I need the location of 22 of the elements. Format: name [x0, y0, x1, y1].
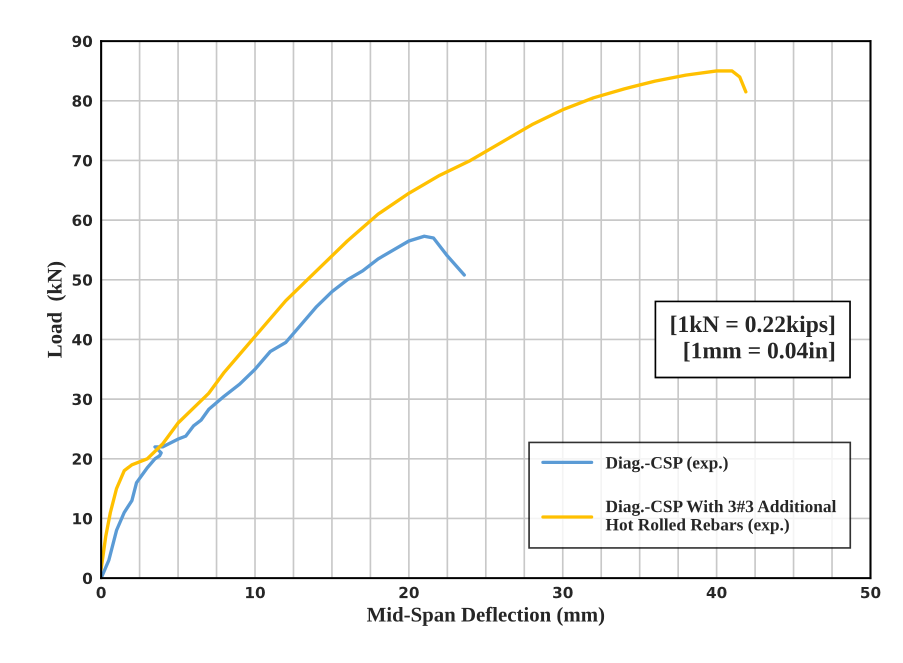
y-tick-label: 60: [72, 214, 92, 226]
y-tick-label: 10: [73, 512, 92, 524]
x-tick-label: 50: [861, 586, 880, 598]
y-axis-title: Load (kN): [47, 262, 66, 358]
legend-label: Diag.-CSP With 3#3 Additional Hot Rolled Rebars (exp.): [606, 500, 836, 534]
y-tick-label: 20: [72, 453, 92, 465]
y-tick-label: 50: [72, 274, 92, 286]
x-tick-label: 0: [96, 586, 106, 598]
y-tick-label: 30: [72, 394, 92, 406]
y-tick-label: 90: [72, 36, 92, 48]
annotation: [1kN = 0.22kips] [1mm = 0.04in]: [671, 316, 834, 362]
x-tick-label: 20: [399, 586, 419, 598]
x-tick-label: 30: [553, 586, 573, 598]
y-tick-label: 80: [72, 95, 92, 107]
y-tick-label: 40: [72, 334, 92, 346]
legend-label: Diag.-CSP (exp.): [606, 456, 728, 472]
x-axis-title: Mid-Span Deflection (mm): [366, 606, 604, 626]
line-series: [101, 234, 466, 578]
y-tick-label: 70: [72, 154, 92, 166]
y-tick-label: 0: [82, 572, 92, 584]
x-tick-label: 10: [246, 586, 265, 598]
x-tick-label: 40: [706, 586, 727, 598]
